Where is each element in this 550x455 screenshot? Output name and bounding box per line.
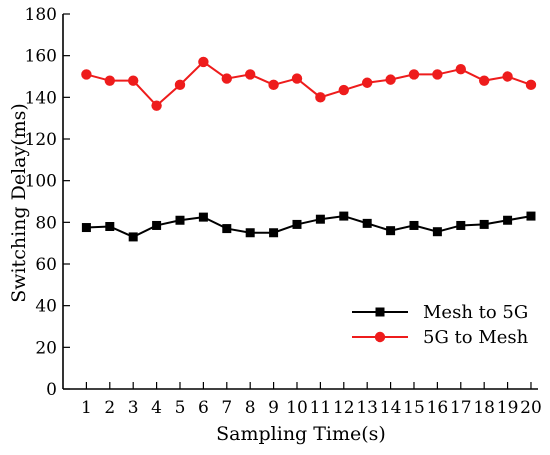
x-tick-label: 16 <box>427 398 449 418</box>
series-2 <box>81 56 537 111</box>
data-point <box>152 220 162 230</box>
data-point <box>268 79 279 91</box>
data-point <box>105 222 115 231</box>
plot-frame <box>62 14 538 390</box>
data-point <box>385 74 396 85</box>
x-tick-label: 6 <box>198 398 209 418</box>
legend-label: 5G to Mesh <box>423 327 529 348</box>
x-tick-label: 13 <box>356 398 378 418</box>
data-point <box>479 219 489 229</box>
x-tick-label: 4 <box>151 398 162 418</box>
y-tick-label: 160 <box>25 47 57 67</box>
series-layer <box>81 56 537 242</box>
y-tick-label: 80 <box>35 213 57 233</box>
data-point <box>175 215 185 225</box>
data-point <box>315 214 325 224</box>
x-axis-title: Sampling Time(s) <box>216 423 386 445</box>
x-tick-label: 5 <box>175 398 186 418</box>
x-tick-label: 7 <box>221 398 232 418</box>
x-tick-label: 17 <box>450 398 472 418</box>
data-point <box>525 79 537 91</box>
data-point <box>222 224 232 234</box>
x-tick-label: 3 <box>128 398 139 418</box>
data-point <box>362 218 372 228</box>
data-point <box>127 75 139 86</box>
legend-marker <box>374 331 386 343</box>
y-axis-title: Switching Delay(ms) <box>8 103 30 303</box>
data-point <box>456 220 466 230</box>
data-point <box>81 69 92 80</box>
data-point <box>361 77 373 88</box>
data-point <box>104 75 115 86</box>
data-point <box>409 220 419 230</box>
x-tick-label: 8 <box>245 398 256 418</box>
data-point <box>198 212 208 222</box>
data-point <box>478 75 490 86</box>
x-tick-label: 14 <box>380 398 402 418</box>
legend-label: Mesh to 5G <box>423 302 528 323</box>
data-point <box>408 69 420 80</box>
legend-item: 5G to Mesh <box>352 327 529 348</box>
data-point <box>244 69 256 80</box>
x-tick-label: 12 <box>333 398 355 418</box>
y-axis-ticks: 0 20 40 60 80 100 120 140 160 180 <box>25 5 70 400</box>
x-tick-label: 19 <box>497 398 519 418</box>
x-tick-label: 18 <box>473 398 495 418</box>
data-point <box>315 92 326 103</box>
data-point <box>338 84 349 96</box>
x-tick-label: 10 <box>286 398 308 418</box>
data-point <box>291 73 303 84</box>
data-point <box>245 228 255 238</box>
x-tick-label: 1 <box>81 398 92 418</box>
data-point <box>386 226 396 236</box>
data-point <box>269 228 279 238</box>
x-tick-label: 15 <box>403 398 425 418</box>
data-point <box>81 223 91 233</box>
data-point <box>198 56 209 68</box>
y-tick-label: 120 <box>25 130 57 150</box>
x-tick-label: 9 <box>268 398 279 418</box>
y-tick-label: 0 <box>46 380 57 400</box>
x-tick-label: 11 <box>310 398 332 418</box>
y-tick-label: 40 <box>35 297 57 317</box>
y-tick-label: 60 <box>35 255 57 275</box>
series-1 <box>81 211 536 242</box>
y-tick-label: 100 <box>25 172 57 192</box>
y-tick-label: 140 <box>25 88 57 108</box>
data-point <box>174 79 186 91</box>
legend: Mesh to 5G 5G to Mesh <box>352 302 529 348</box>
y-tick-label: 180 <box>25 5 57 25</box>
y-tick-label: 20 <box>35 338 57 358</box>
x-tick-label: 20 <box>520 398 542 418</box>
data-point <box>128 232 138 242</box>
data-point <box>221 73 232 84</box>
x-tick-label: 2 <box>104 398 115 418</box>
data-point <box>151 100 162 111</box>
legend-item: Mesh to 5G <box>352 302 528 323</box>
data-point <box>432 227 442 237</box>
data-point <box>292 219 302 229</box>
data-point <box>502 71 513 82</box>
data-point <box>526 211 536 221</box>
data-point <box>455 64 466 75</box>
data-point <box>432 69 443 80</box>
x-axis-ticks: 1 2 3 4 5 6 7 8 9 10 11 12 13 14 15 16 17 18 19 20 <box>81 382 542 418</box>
data-point <box>503 215 513 225</box>
data-point <box>339 211 349 221</box>
legend-marker <box>375 307 385 317</box>
